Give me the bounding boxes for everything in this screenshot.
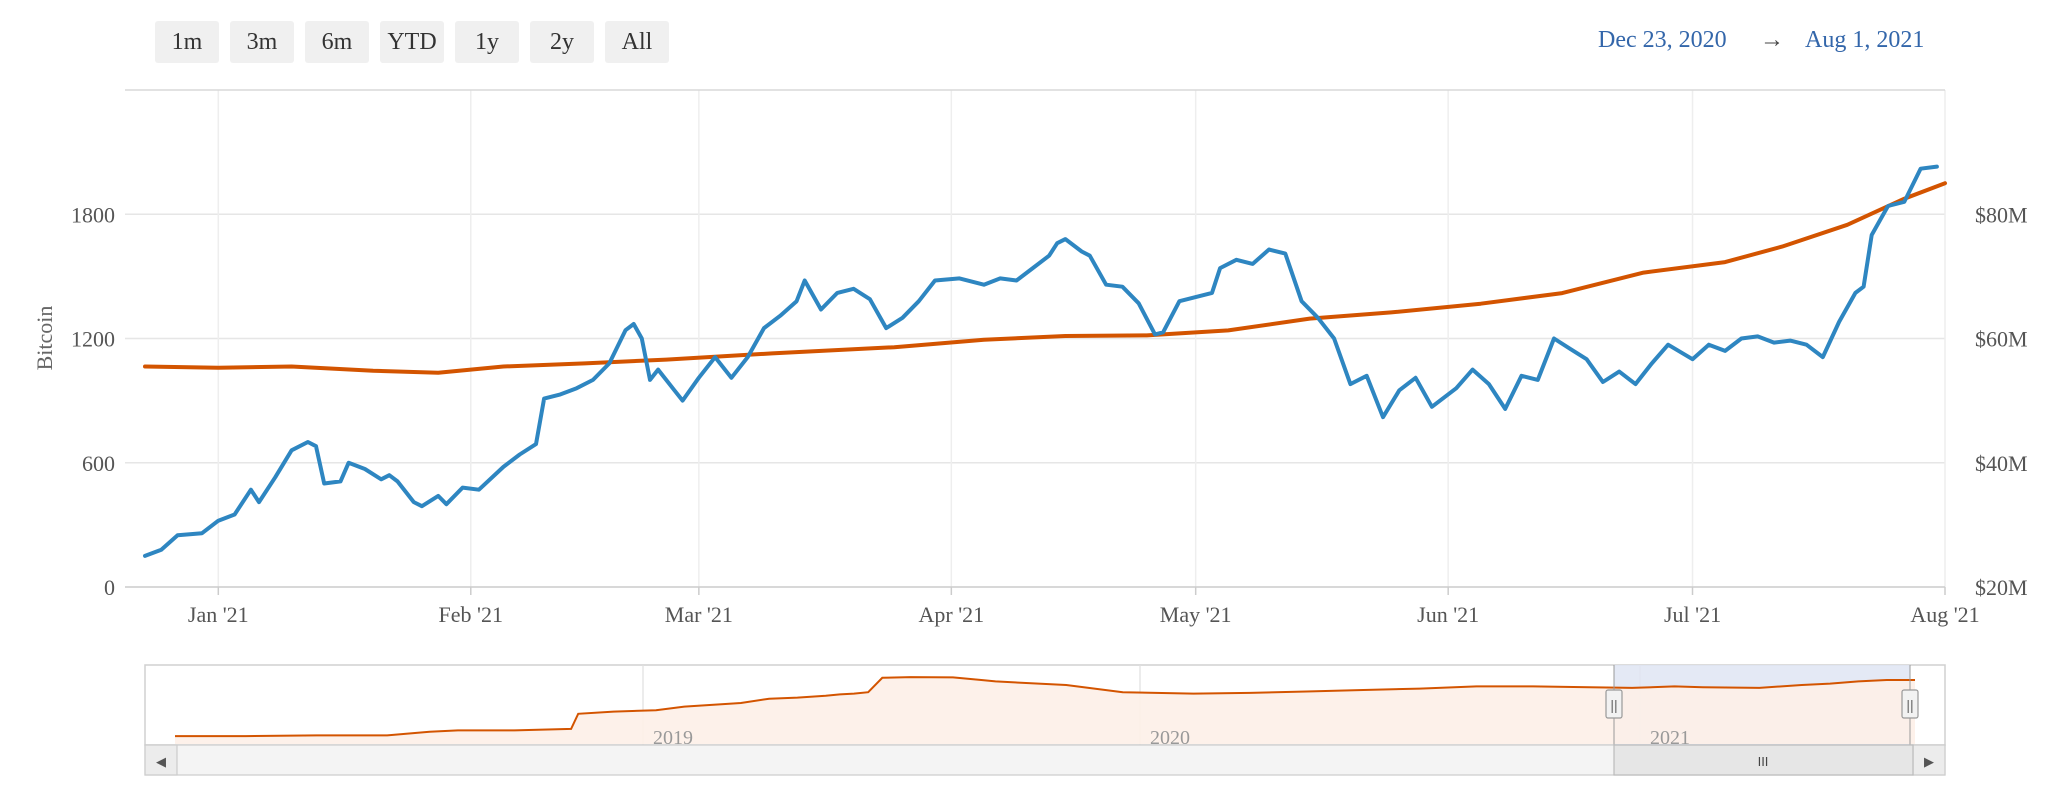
range-button-3m[interactable]: 3m — [230, 21, 294, 63]
scroll-left-button[interactable] — [144, 744, 178, 776]
holdings-value-line — [143, 181, 1947, 375]
scroll-left-arrow-icon: ◀ — [156, 755, 166, 770]
range-from-date[interactable]: Dec 23, 2020 — [1598, 27, 1727, 53]
range-to-date[interactable]: Aug 1, 2021 — [1805, 27, 1925, 53]
y-right-tick-label: $40M — [1975, 451, 2028, 476]
navigator-year-labels: 2019 2020 2021 — [653, 727, 1690, 749]
y-right-tick-label: $80M — [1975, 202, 2028, 227]
navigator-year-label: 2020 — [1150, 727, 1190, 749]
range-button-ytd[interactable]: YTD — [380, 21, 444, 63]
y-right-tick-label: $60M — [1975, 327, 2028, 352]
navigator-right-handle[interactable]: || — [1901, 689, 1919, 719]
range-button-1m[interactable]: 1m — [155, 21, 219, 63]
scrollbar-thumb[interactable] — [1613, 744, 1914, 776]
x-tick-label: Apr '21 — [918, 602, 984, 627]
y-left-ticks: 0 600 1200 1800 — [71, 202, 115, 600]
range-button-1y[interactable]: 1y — [455, 21, 519, 63]
navigator-year-label: 2019 — [653, 727, 693, 749]
series-group — [143, 164, 1947, 558]
range-button-2y[interactable]: 2y — [530, 21, 594, 63]
right-handle-box[interactable] — [1901, 689, 1919, 719]
left-handle-grip-icon: || — [1610, 697, 1617, 713]
scroll-right-arrow-icon: ▶ — [1924, 755, 1934, 770]
x-tick-label: Mar '21 — [665, 602, 733, 627]
x-tick-label: Feb '21 — [439, 602, 503, 627]
x-tick-label: May '21 — [1160, 602, 1232, 627]
y-left-tick-label: 1200 — [71, 327, 115, 352]
navigator-line — [175, 676, 1915, 738]
navigator-area — [175, 677, 1915, 744]
scroll-right-button[interactable] — [1912, 744, 1946, 776]
x-ticks: Jan '21 Feb '21 Mar '21 Apr '21 May '21 Jun '… — [188, 587, 1980, 627]
navigator-year-label: 2021 — [1650, 727, 1690, 749]
x-tick-label: Jun '21 — [1417, 602, 1479, 627]
right-handle-grip-icon: || — [1906, 697, 1913, 713]
x-tick-label: Aug '21 — [1910, 602, 1979, 627]
range-arrow-icon: → — [1760, 27, 1784, 53]
range-button-all[interactable]: All — [605, 21, 669, 63]
y-left-tick-label: 1800 — [71, 202, 115, 227]
y-right-tick-label: $20M — [1975, 575, 2028, 600]
scrollbar-thumb-grip-icon: III — [1758, 754, 1769, 769]
navigator[interactable]: 2019 2020 2021 || || — [144, 664, 1946, 749]
x-grid-lines — [217, 90, 1946, 587]
navigator-left-handle[interactable]: || — [1605, 689, 1623, 719]
y-left-tick-label: 600 — [82, 451, 115, 476]
x-tick-label: Jul '21 — [1664, 602, 1721, 627]
navigator-scrollbar[interactable]: ◀ ▶ III — [144, 744, 1946, 776]
range-button-6m[interactable]: 6m — [305, 21, 369, 63]
y-left-tick-label: 0 — [104, 575, 115, 600]
bitcoin-holdings-line — [143, 164, 1939, 558]
left-handle-box[interactable] — [1605, 689, 1623, 719]
x-tick-label: Jan '21 — [188, 602, 249, 627]
y-axis-title: Bitcoin — [32, 306, 57, 371]
y-right-ticks: $20M $40M $60M $80M — [1975, 202, 2028, 600]
